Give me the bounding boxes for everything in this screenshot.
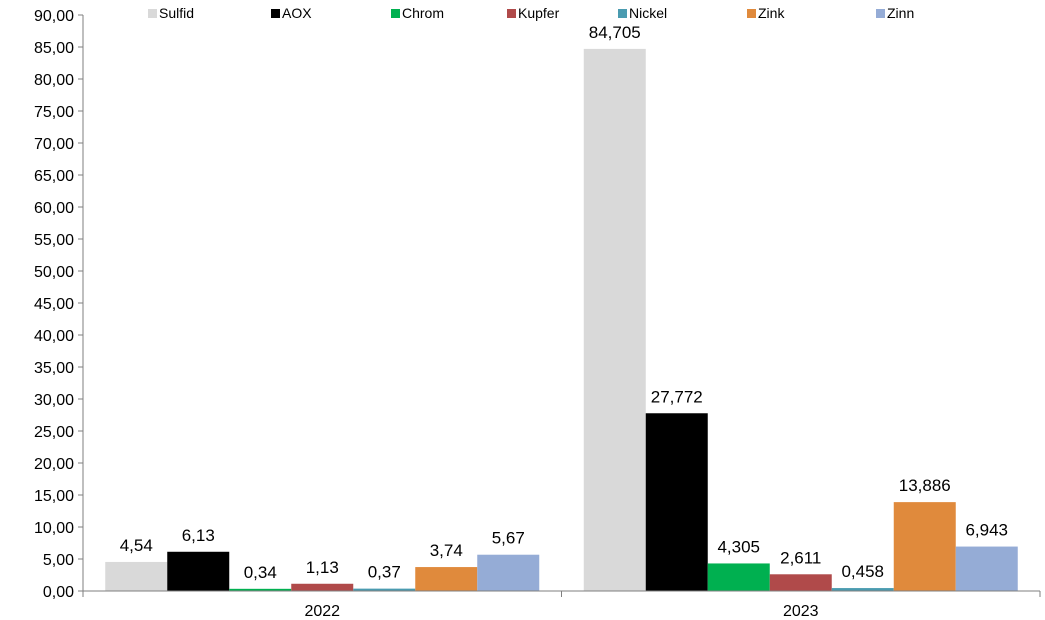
data-label: 3,74 bbox=[430, 541, 463, 560]
legend-label: Zink bbox=[758, 5, 785, 21]
bar-zinn-2023 bbox=[955, 546, 1018, 591]
y-tick-label: 70,00 bbox=[34, 136, 74, 153]
bar-zink-2022 bbox=[415, 567, 478, 591]
data-label: 6,943 bbox=[965, 521, 1008, 540]
bar-kupfer-2023 bbox=[769, 574, 832, 591]
legend-item-aox: AOX bbox=[271, 5, 312, 21]
y-tick-label: 85,00 bbox=[34, 40, 74, 57]
legend-swatch bbox=[507, 9, 516, 18]
legend-item-zink: Zink bbox=[747, 5, 785, 21]
legend-label: Kupfer bbox=[518, 5, 560, 21]
y-tick-label: 30,00 bbox=[34, 392, 74, 409]
y-tick-label: 40,00 bbox=[34, 328, 74, 345]
legend-swatch bbox=[391, 9, 400, 18]
legend-item-chrom: Chrom bbox=[391, 5, 444, 21]
y-tick-label: 20,00 bbox=[34, 456, 74, 473]
bar-chrom-2022 bbox=[229, 588, 292, 591]
data-label: 4,305 bbox=[717, 537, 760, 556]
data-label: 0,458 bbox=[841, 562, 884, 581]
x-tick-label: 2023 bbox=[783, 603, 819, 620]
y-axis: 0,00 5,00 10,00 15,00 20,00 25,00 30,00 35,00 40… bbox=[34, 8, 84, 601]
x-axis: 2022 2023 bbox=[82, 590, 1041, 620]
y-tick-label: 60,00 bbox=[34, 200, 74, 217]
legend-swatch bbox=[876, 9, 885, 18]
y-tick-label: 15,00 bbox=[34, 488, 74, 505]
bar-aox-2023 bbox=[645, 413, 708, 591]
data-label: 0,37 bbox=[368, 563, 401, 582]
data-label: 84,705 bbox=[589, 23, 641, 42]
y-tick-label: 75,00 bbox=[34, 104, 74, 121]
bar-aox-2022 bbox=[167, 551, 230, 591]
y-tick-label: 80,00 bbox=[34, 72, 74, 89]
legend-item-nickel: Nickel bbox=[618, 5, 667, 21]
legend-item-kupfer: Kupfer bbox=[507, 5, 560, 21]
y-tick-label: 45,00 bbox=[34, 296, 74, 313]
legend-item-zinn: Zinn bbox=[876, 5, 914, 21]
bar-sulfid-2022 bbox=[105, 561, 168, 591]
y-tick-label: 10,00 bbox=[34, 520, 74, 537]
legend-label: Sulfid bbox=[159, 5, 194, 21]
data-labels: 4,54 6,13 0,34 1,13 0,37 3,74 5,67 84,705 27,772… bbox=[120, 23, 1008, 582]
y-tick-label: 55,00 bbox=[34, 232, 74, 249]
data-label: 5,67 bbox=[492, 529, 525, 548]
legend-label: Nickel bbox=[629, 5, 667, 21]
legend-label: AOX bbox=[282, 5, 312, 21]
legend: Sulfid AOX Chrom Kupfer Nickel Zink Zinn bbox=[148, 5, 914, 21]
y-tick-label: 25,00 bbox=[34, 424, 74, 441]
bar-kupfer-2022 bbox=[291, 583, 354, 591]
legend-swatch bbox=[148, 9, 157, 18]
legend-label: Zinn bbox=[887, 5, 914, 21]
y-tick-label: 5,00 bbox=[43, 552, 74, 569]
data-label: 6,13 bbox=[182, 526, 215, 545]
y-tick-label: 50,00 bbox=[34, 264, 74, 281]
legend-swatch bbox=[271, 9, 280, 18]
legend-item-sulfid: Sulfid bbox=[148, 5, 194, 21]
y-tick-label: 65,00 bbox=[34, 168, 74, 185]
bar-chrom-2023 bbox=[707, 563, 770, 591]
bar-nickel-2023 bbox=[831, 588, 894, 591]
bar-zinn-2022 bbox=[477, 554, 540, 591]
data-label: 0,34 bbox=[244, 563, 277, 582]
legend-swatch bbox=[747, 9, 756, 18]
bars bbox=[105, 48, 1018, 591]
legend-label: Chrom bbox=[402, 5, 444, 21]
data-label: 13,886 bbox=[899, 476, 951, 495]
bar-zink-2023 bbox=[893, 502, 956, 591]
y-tick-label: 35,00 bbox=[34, 360, 74, 377]
y-tick-label: 90,00 bbox=[34, 8, 74, 25]
data-label: 27,772 bbox=[651, 387, 703, 406]
bar-sulfid-2023 bbox=[583, 48, 646, 591]
bar-nickel-2022 bbox=[353, 588, 416, 591]
y-tick-label: 0,00 bbox=[43, 584, 74, 601]
data-label: 2,611 bbox=[780, 548, 821, 567]
data-label: 1,13 bbox=[306, 558, 339, 577]
data-label: 4,54 bbox=[120, 536, 153, 555]
legend-swatch bbox=[618, 9, 627, 18]
x-tick-label: 2022 bbox=[304, 603, 340, 620]
